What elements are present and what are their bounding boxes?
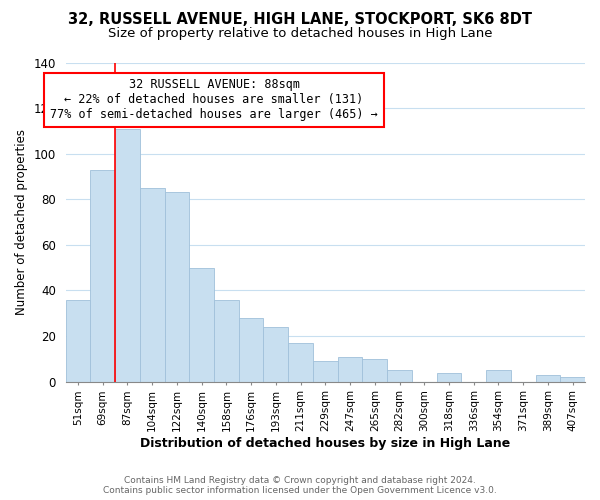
Bar bbox=[338, 356, 362, 382]
Bar bbox=[263, 327, 288, 382]
Bar bbox=[560, 377, 585, 382]
Bar bbox=[387, 370, 412, 382]
X-axis label: Distribution of detached houses by size in High Lane: Distribution of detached houses by size … bbox=[140, 437, 511, 450]
Text: Size of property relative to detached houses in High Lane: Size of property relative to detached ho… bbox=[108, 28, 492, 40]
Bar bbox=[115, 128, 140, 382]
Bar bbox=[190, 268, 214, 382]
Bar bbox=[164, 192, 190, 382]
Bar bbox=[313, 361, 338, 382]
Text: 32, RUSSELL AVENUE, HIGH LANE, STOCKPORT, SK6 8DT: 32, RUSSELL AVENUE, HIGH LANE, STOCKPORT… bbox=[68, 12, 532, 28]
Y-axis label: Number of detached properties: Number of detached properties bbox=[15, 129, 28, 315]
Bar bbox=[140, 188, 164, 382]
Bar bbox=[91, 170, 115, 382]
Text: 32 RUSSELL AVENUE: 88sqm
← 22% of detached houses are smaller (131)
77% of semi-: 32 RUSSELL AVENUE: 88sqm ← 22% of detach… bbox=[50, 78, 378, 122]
Bar bbox=[362, 359, 387, 382]
Bar bbox=[486, 370, 511, 382]
Bar bbox=[214, 300, 239, 382]
Bar bbox=[239, 318, 263, 382]
Bar bbox=[437, 372, 461, 382]
Bar bbox=[288, 343, 313, 382]
Bar bbox=[65, 300, 91, 382]
Text: Contains HM Land Registry data © Crown copyright and database right 2024.
Contai: Contains HM Land Registry data © Crown c… bbox=[103, 476, 497, 495]
Bar bbox=[536, 375, 560, 382]
